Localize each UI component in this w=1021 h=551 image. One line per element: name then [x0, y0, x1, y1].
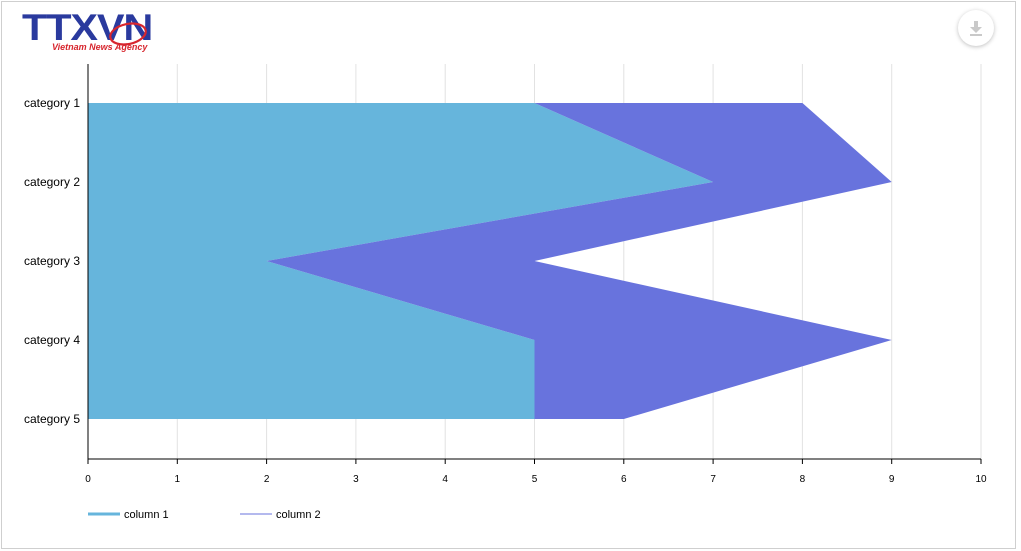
- logo-wordmark: TTXVN: [22, 7, 153, 48]
- x-tick-label-1: 1: [175, 474, 181, 485]
- logo-swoosh-icon: [109, 22, 147, 46]
- area-series-1: [88, 103, 714, 419]
- logo-subtitle: Vietnam News Agency: [52, 42, 148, 52]
- x-tick-label-3: 3: [353, 474, 359, 485]
- x-tick-label-10: 10: [975, 474, 987, 485]
- x-tick-label-8: 8: [800, 474, 806, 485]
- download-button[interactable]: [958, 10, 994, 46]
- brand-logo: TTXVN Vietnam News Agency: [22, 7, 192, 56]
- area-series-2: [266, 103, 892, 419]
- x-tick-label-5: 5: [532, 474, 538, 485]
- category-label-5: category 5: [24, 412, 80, 426]
- category-label-2: category 2: [24, 175, 80, 189]
- x-tick-label-6: 6: [621, 474, 627, 485]
- legend-label-2: column 2: [276, 509, 321, 521]
- x-tick-label-2: 2: [264, 474, 270, 485]
- category-label-1: category 1: [24, 96, 80, 110]
- download-icon: [970, 21, 982, 36]
- x-tick-label-0: 0: [85, 474, 91, 485]
- x-tick-label-7: 7: [710, 474, 716, 485]
- category-label-3: category 3: [24, 254, 80, 268]
- legend-label-1: column 1: [124, 509, 169, 521]
- x-tick-label-4: 4: [442, 474, 448, 485]
- category-label-4: category 4: [24, 333, 80, 347]
- x-tick-label-9: 9: [889, 474, 895, 485]
